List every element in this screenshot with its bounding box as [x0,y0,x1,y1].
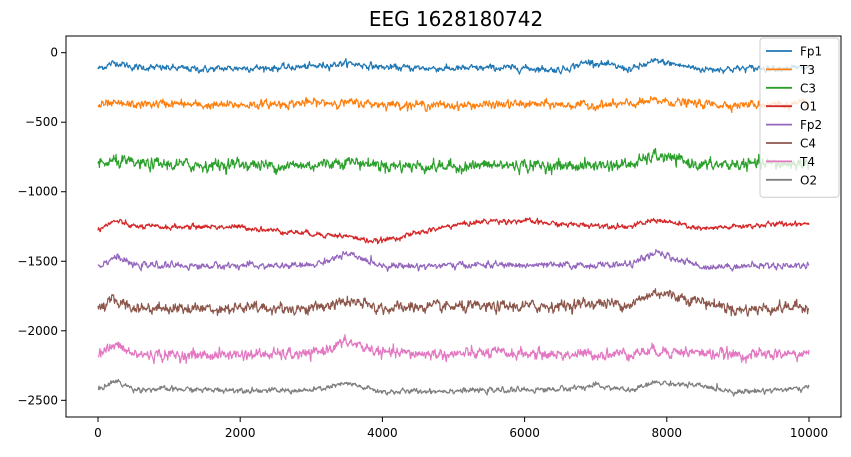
legend-label-fp2: Fp2 [800,118,822,132]
series-line-fp1 [97,57,810,75]
y-axis: 0 −500 −1000 −1500 −2000 −2500 [17,46,66,407]
y-tick-label: −2000 [17,324,58,338]
series-layer [97,57,810,397]
plot-area-frame [65,35,842,418]
legend-label-c3: C3 [800,81,816,95]
legend-label-t4: T4 [799,155,815,169]
chart-legend: Fp1 T3 C3 O1 Fp2 C4 T4 O2 [759,37,840,198]
y-tick-label: −1500 [17,254,58,268]
chart-title: EEG 1628180742 [369,7,543,31]
x-tick-label: 6000 [509,426,540,440]
x-tick-label: 4000 [367,426,398,440]
legend-label-c4: C4 [800,137,816,151]
series-line-o1 [97,217,810,245]
x-axis: 0 2000 4000 6000 8000 10000 [94,417,828,440]
series-line-o2 [97,378,810,397]
x-tick-label: 2000 [225,426,256,440]
series-line-t4 [97,334,810,365]
x-tick-label: 10000 [790,426,828,440]
legend-label-o2: O2 [800,173,817,187]
legend-box [759,37,840,198]
legend-label-fp1: Fp1 [800,45,822,59]
series-line-c3 [97,147,810,176]
series-line-t3 [97,95,810,114]
y-tick-label: −2500 [17,393,58,407]
x-tick-label: 8000 [652,426,683,440]
y-tick-label: −500 [25,115,58,129]
legend-label-o1: O1 [800,100,817,114]
x-tick-label: 0 [94,426,102,440]
legend-label-t3: T3 [799,63,815,77]
series-line-fp2 [97,249,810,272]
y-tick-label: 0 [50,46,58,60]
series-line-c4 [97,288,810,317]
y-tick-label: −1000 [17,185,58,199]
